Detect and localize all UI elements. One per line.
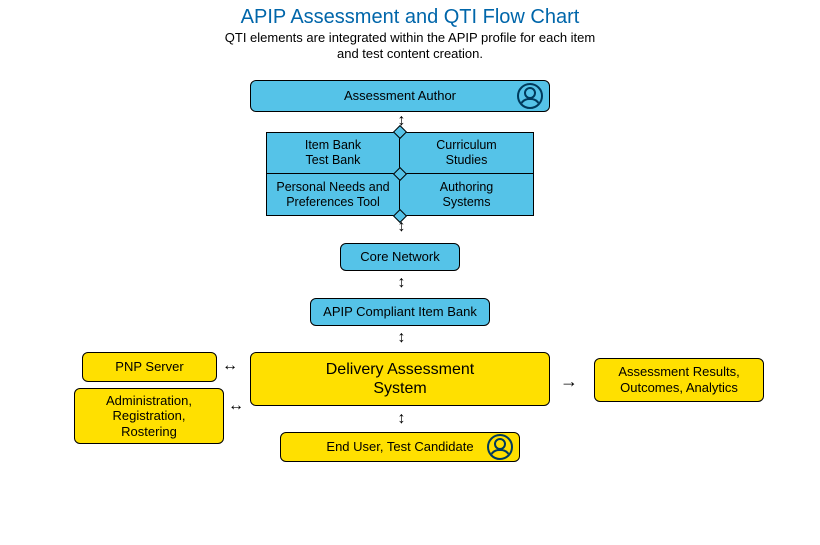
node-apip-bank: APIP Compliant Item Bank: [310, 298, 490, 326]
arrow-bidirectional: ↕: [398, 275, 403, 291]
node-administration: Administration,Registration,Rostering: [74, 388, 224, 444]
user-icon: [487, 434, 513, 460]
node-label: Core Network: [360, 249, 439, 265]
arrow-right: →: [560, 372, 578, 390]
arrow-bidirectional: ↕: [398, 411, 403, 427]
node-label: End User, Test Candidate: [326, 439, 473, 455]
node-label: Assessment Results,Outcomes, Analytics: [618, 364, 739, 395]
chart-title: APIP Assessment and QTI Flow Chart: [0, 6, 820, 29]
chart-subtitle: QTI elements are integrated within the A…: [0, 30, 820, 63]
node-end-user: End User, Test Candidate: [280, 432, 520, 462]
quad-cell-item-bank: Item BankTest Bank: [267, 133, 400, 174]
arrow-bidirectional: ↔: [222, 358, 235, 374]
user-icon: [517, 83, 543, 109]
node-delivery-system: Delivery AssessmentSystem: [250, 352, 550, 406]
node-label: PNP Server: [115, 359, 183, 375]
node-results: Assessment Results,Outcomes, Analytics: [594, 358, 764, 402]
node-pnp-server: PNP Server: [82, 352, 217, 382]
arrow-bidirectional: ↔: [228, 398, 241, 414]
node-label: Assessment Author: [344, 88, 456, 104]
node-assessment-author: Assessment Author: [250, 80, 550, 112]
node-label: APIP Compliant Item Bank: [323, 304, 477, 320]
node-label: Administration,Registration,Rostering: [106, 393, 192, 440]
node-core-network: Core Network: [340, 243, 460, 271]
quad-cell-curriculum: CurriculumStudies: [400, 133, 533, 174]
arrow-bidirectional: ↕: [398, 330, 403, 346]
quad-cell-pnp-tool: Personal Needs andPreferences Tool: [267, 174, 400, 215]
node-label: Delivery AssessmentSystem: [326, 360, 475, 398]
quad-cell-authoring: AuthoringSystems: [400, 174, 533, 215]
